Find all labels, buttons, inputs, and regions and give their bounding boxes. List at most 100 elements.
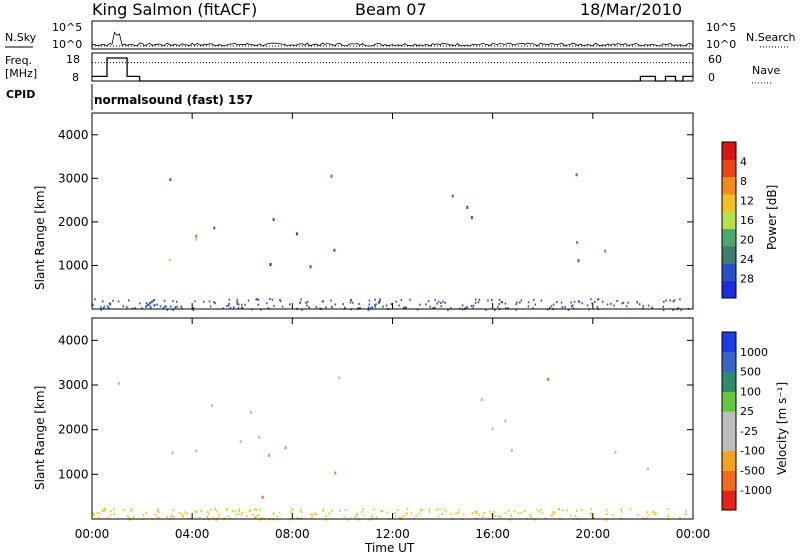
range-cell xyxy=(228,302,230,305)
range-cell xyxy=(122,305,125,308)
range-cell xyxy=(647,304,650,307)
range-cell xyxy=(651,306,653,309)
range-cell xyxy=(667,514,669,517)
range-cell xyxy=(429,305,431,308)
range-cell xyxy=(442,300,444,303)
time-x-ticks: 00:00 04:00 08:00 12:00 16:00 20:00 00:00 xyxy=(75,113,710,541)
range-cell xyxy=(367,309,370,311)
nave-tick-top: 60 xyxy=(708,53,722,66)
range-cell xyxy=(315,306,318,309)
range-cell xyxy=(561,306,564,309)
range-cell xyxy=(382,305,384,308)
range-cell xyxy=(103,507,105,510)
colorbar-swatch xyxy=(722,391,736,412)
range-cell xyxy=(172,300,174,303)
range-cell xyxy=(576,510,578,512)
range-cell xyxy=(590,513,593,516)
beam-title: Beam 07 xyxy=(355,0,427,19)
range-cell xyxy=(498,298,501,301)
range-cell xyxy=(455,512,457,515)
y-tick-label: 1000 xyxy=(58,467,89,481)
cpid-label: CPID xyxy=(6,88,35,101)
colorbar-tick-label: 1000 xyxy=(740,346,768,359)
range-cell xyxy=(418,512,421,515)
range-cell xyxy=(223,517,225,520)
range-cell xyxy=(509,518,512,521)
range-cell xyxy=(373,508,375,511)
range-cell xyxy=(276,515,278,518)
range-cell xyxy=(301,308,303,311)
freq-label: Freq. xyxy=(5,54,32,67)
range-cell xyxy=(269,298,271,301)
range-cell xyxy=(309,265,312,269)
nsearch-tick-top: 10^5 xyxy=(706,21,736,34)
range-cell xyxy=(227,515,229,518)
nsearch-tick-bottom: 10^0 xyxy=(706,38,736,51)
range-cell xyxy=(170,514,173,517)
range-cell xyxy=(308,306,310,309)
range-cell xyxy=(428,508,431,511)
range-cell xyxy=(235,513,237,516)
colorbar-swatch xyxy=(722,263,736,282)
range-cell xyxy=(133,516,135,518)
freq-panel-frame xyxy=(91,52,694,82)
range-cell xyxy=(443,508,445,511)
range-cell xyxy=(334,471,337,475)
range-cell xyxy=(238,510,241,512)
range-cell xyxy=(103,305,106,308)
range-cell xyxy=(166,308,169,311)
range-cell xyxy=(576,241,579,244)
range-cell xyxy=(103,509,105,512)
range-cell xyxy=(359,307,361,310)
range-cell xyxy=(379,298,381,301)
power-colorbar: 4 8 12 16 20 24 28 xyxy=(721,141,754,299)
time-xlabel: Time UT xyxy=(364,541,415,554)
colorbar-tick-label: 8 xyxy=(740,175,747,188)
range-cell xyxy=(534,518,536,521)
range-cell xyxy=(172,509,174,511)
range-cell xyxy=(131,508,133,511)
range-cell xyxy=(260,517,262,520)
range-cell xyxy=(108,302,111,305)
range-cell xyxy=(269,263,272,267)
range-cell xyxy=(601,300,604,303)
range-cell xyxy=(447,309,449,311)
range-cell xyxy=(237,307,240,310)
range-cell xyxy=(305,301,307,304)
range-cell xyxy=(434,299,437,302)
power-panel-frame xyxy=(91,112,694,310)
freq-tick-bottom: 8 xyxy=(72,71,79,84)
range-cell xyxy=(172,308,174,311)
x-tick-label: 12:00 xyxy=(375,527,410,541)
range-cell xyxy=(93,514,95,517)
range-cell xyxy=(684,512,687,515)
range-cell xyxy=(117,382,120,385)
velocity-y-ticks: 1000 2000 3000 4000 xyxy=(58,333,693,481)
range-cell xyxy=(321,300,324,303)
range-cell xyxy=(654,513,656,516)
x-tick-label: 20:00 xyxy=(576,527,611,541)
range-cell xyxy=(222,307,224,310)
range-cell xyxy=(621,302,623,305)
range-cell xyxy=(638,303,641,306)
range-cell xyxy=(106,517,109,520)
range-cell xyxy=(510,448,513,452)
range-cell xyxy=(519,301,521,304)
range-cell xyxy=(257,298,260,301)
range-cell xyxy=(475,298,477,301)
range-cell xyxy=(102,307,105,309)
range-cell xyxy=(652,511,655,514)
range-cell xyxy=(620,508,623,511)
range-cell xyxy=(662,309,665,311)
range-cell xyxy=(102,300,104,303)
range-cell xyxy=(570,514,572,517)
range-cell xyxy=(621,510,623,513)
range-cell xyxy=(606,303,609,306)
range-cell xyxy=(386,511,388,514)
range-cell xyxy=(375,516,378,519)
range-cell xyxy=(242,307,244,310)
range-cell xyxy=(672,300,675,303)
range-cell xyxy=(163,299,166,302)
range-cell xyxy=(262,517,264,520)
range-cell xyxy=(494,309,496,311)
